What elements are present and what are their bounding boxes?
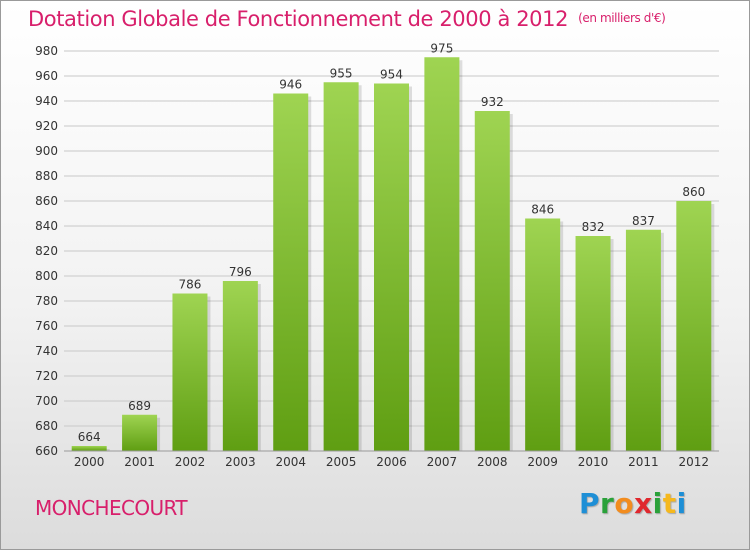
data-label: 796 — [229, 265, 252, 279]
data-label: 932 — [481, 95, 504, 109]
y-tick-label: 960 — [35, 69, 58, 83]
y-tick-label: 780 — [35, 294, 58, 308]
x-tick-label: 2003 — [225, 455, 256, 469]
x-tick-label: 2001 — [124, 455, 155, 469]
x-tick-label: 2008 — [477, 455, 508, 469]
data-label: 832 — [582, 220, 605, 234]
x-tick-label: 2007 — [427, 455, 458, 469]
x-axis: 2000 2001 2002 2003 2004 2005 2006 2007 2008 2009… — [64, 450, 719, 469]
y-tick-label: 660 — [35, 444, 58, 458]
x-tick-label: 2012 — [679, 455, 710, 469]
bar — [172, 293, 208, 451]
logo-letter: P — [579, 487, 601, 520]
data-label: 860 — [682, 185, 705, 199]
commune-name: MONCHECOURT — [35, 496, 188, 520]
y-tick-label: 760 — [35, 319, 58, 333]
logo-letter: i — [652, 487, 663, 520]
y-tick-label: 680 — [35, 419, 58, 433]
bar — [222, 281, 258, 451]
data-label: 664 — [78, 430, 101, 444]
bar — [625, 229, 661, 451]
data-label: 689 — [128, 399, 151, 413]
bar — [374, 83, 409, 451]
data-label: 837 — [632, 214, 655, 228]
x-tick-label: 2005 — [326, 455, 357, 469]
y-tick-label: 900 — [35, 144, 58, 158]
chart-title-unit: (en milliers d'€) — [578, 11, 666, 25]
data-label: 946 — [279, 78, 302, 92]
logo-letter: t — [662, 487, 677, 520]
bar — [676, 201, 712, 451]
y-tick-label: 720 — [35, 369, 58, 383]
y-axis: 660 680 700 720 740 760 780 800 820 840 860 880 900 9… — [35, 44, 58, 458]
data-label: 955 — [330, 66, 353, 80]
y-tick-label: 800 — [35, 269, 58, 283]
bar — [424, 57, 460, 451]
y-tick-label: 700 — [35, 394, 58, 408]
x-tick-label: 2000 — [74, 455, 105, 469]
bar-series — [71, 57, 715, 451]
x-tick-label: 2011 — [628, 455, 659, 469]
data-labels: 664 689 786 796 946 955 954 975 932 846 832 837 860 — [78, 41, 706, 444]
logo-letter: i — [676, 487, 687, 520]
data-label: 975 — [430, 41, 453, 55]
data-label: 786 — [179, 278, 202, 292]
y-tick-label: 940 — [35, 94, 58, 108]
bar — [575, 236, 611, 451]
bar — [474, 111, 510, 451]
y-tick-label: 860 — [35, 194, 58, 208]
bar — [323, 82, 359, 451]
bar — [122, 414, 158, 451]
y-tick-label: 980 — [35, 44, 58, 58]
logo-letter: o — [614, 487, 635, 520]
x-tick-label: 2006 — [376, 455, 407, 469]
y-tick-label: 820 — [35, 244, 58, 258]
y-tick-label: 920 — [35, 119, 58, 133]
x-tick-label: 2004 — [275, 455, 306, 469]
x-tick-label: 2010 — [578, 455, 609, 469]
chart-title: Dotation Globale de Fonctionnement de 20… — [28, 7, 666, 31]
data-label: 954 — [380, 68, 403, 82]
bar — [273, 93, 309, 451]
y-tick-label: 740 — [35, 344, 58, 358]
bar — [525, 218, 561, 451]
x-tick-label: 2002 — [175, 455, 206, 469]
logo-letter: r — [600, 487, 615, 520]
x-tick-label: 2009 — [527, 455, 558, 469]
y-tick-label: 840 — [35, 219, 58, 233]
chart-title-main: Dotation Globale de Fonctionnement de 20… — [28, 7, 569, 31]
logo-letter: x — [634, 487, 653, 520]
y-tick-label: 880 — [35, 169, 58, 183]
data-label: 846 — [531, 203, 554, 217]
proxiti-logo: Proxiti — [579, 487, 687, 520]
bar — [71, 446, 107, 451]
